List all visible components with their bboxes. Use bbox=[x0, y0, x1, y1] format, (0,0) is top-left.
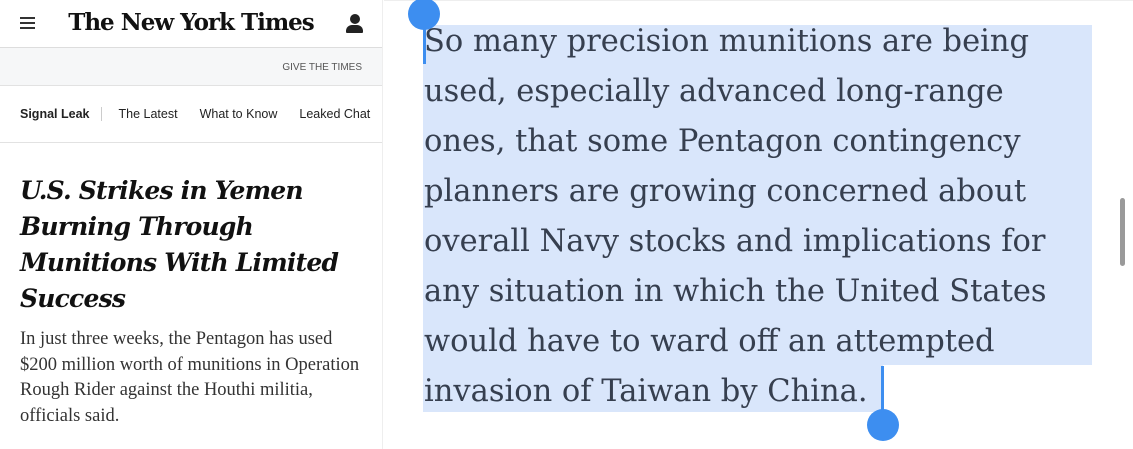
nav-section-signal-leak[interactable]: Signal Leak bbox=[20, 107, 103, 121]
hamburger-icon[interactable] bbox=[20, 17, 35, 32]
selected-quote[interactable]: So many precision munitions are being us… bbox=[424, 17, 1047, 417]
article-panel: The New York Times GIVE THE TIMES Signal… bbox=[0, 0, 383, 449]
divider bbox=[384, 0, 1133, 1]
headline: U.S. Strikes in Yemen Burning Through Mu… bbox=[20, 176, 339, 313]
nav-item-leaked-chat[interactable]: Leaked Chat bbox=[299, 107, 371, 121]
selection-end-caret bbox=[881, 366, 884, 412]
nyt-logo[interactable]: The New York Times bbox=[68, 9, 315, 36]
user-icon[interactable] bbox=[346, 14, 364, 34]
quote-line: invasion of Taiwan by China. bbox=[424, 374, 868, 409]
selection-highlight-end bbox=[423, 365, 883, 412]
nav-item-what-to-know[interactable]: What to Know bbox=[199, 107, 278, 121]
selection-highlight bbox=[423, 25, 1092, 365]
nav-item-the-latest[interactable]: The Latest bbox=[118, 107, 178, 121]
selection-start-handle[interactable] bbox=[408, 0, 440, 30]
quote-line: would have to ward off an attempted bbox=[424, 324, 995, 359]
scrollbar[interactable] bbox=[1120, 198, 1125, 266]
quote-line: overall Navy stocks and implications for bbox=[424, 224, 1046, 259]
quote-line: any situation in which the United States bbox=[424, 274, 1047, 309]
quote-panel: So many precision munitions are being us… bbox=[384, 0, 1133, 449]
quote-line: planners are growing concerned about bbox=[424, 174, 1027, 209]
give-banner: GIVE THE TIMES bbox=[0, 48, 382, 86]
selection-end-handle[interactable] bbox=[867, 409, 899, 441]
selection-start-caret bbox=[423, 14, 426, 64]
give-the-times-link[interactable]: GIVE THE TIMES bbox=[282, 62, 362, 73]
quote-line: ones, that some Pentagon contingency bbox=[424, 124, 1021, 159]
section-nav: Signal Leak The Latest What to Know Leak… bbox=[0, 86, 382, 143]
quote-line: So many precision munitions are being bbox=[424, 24, 1030, 59]
quote-line: used, especially advanced long-range bbox=[424, 74, 1004, 109]
summary: In just three weeks, the Pentagon has us… bbox=[20, 329, 360, 426]
top-bar: The New York Times bbox=[0, 0, 382, 48]
